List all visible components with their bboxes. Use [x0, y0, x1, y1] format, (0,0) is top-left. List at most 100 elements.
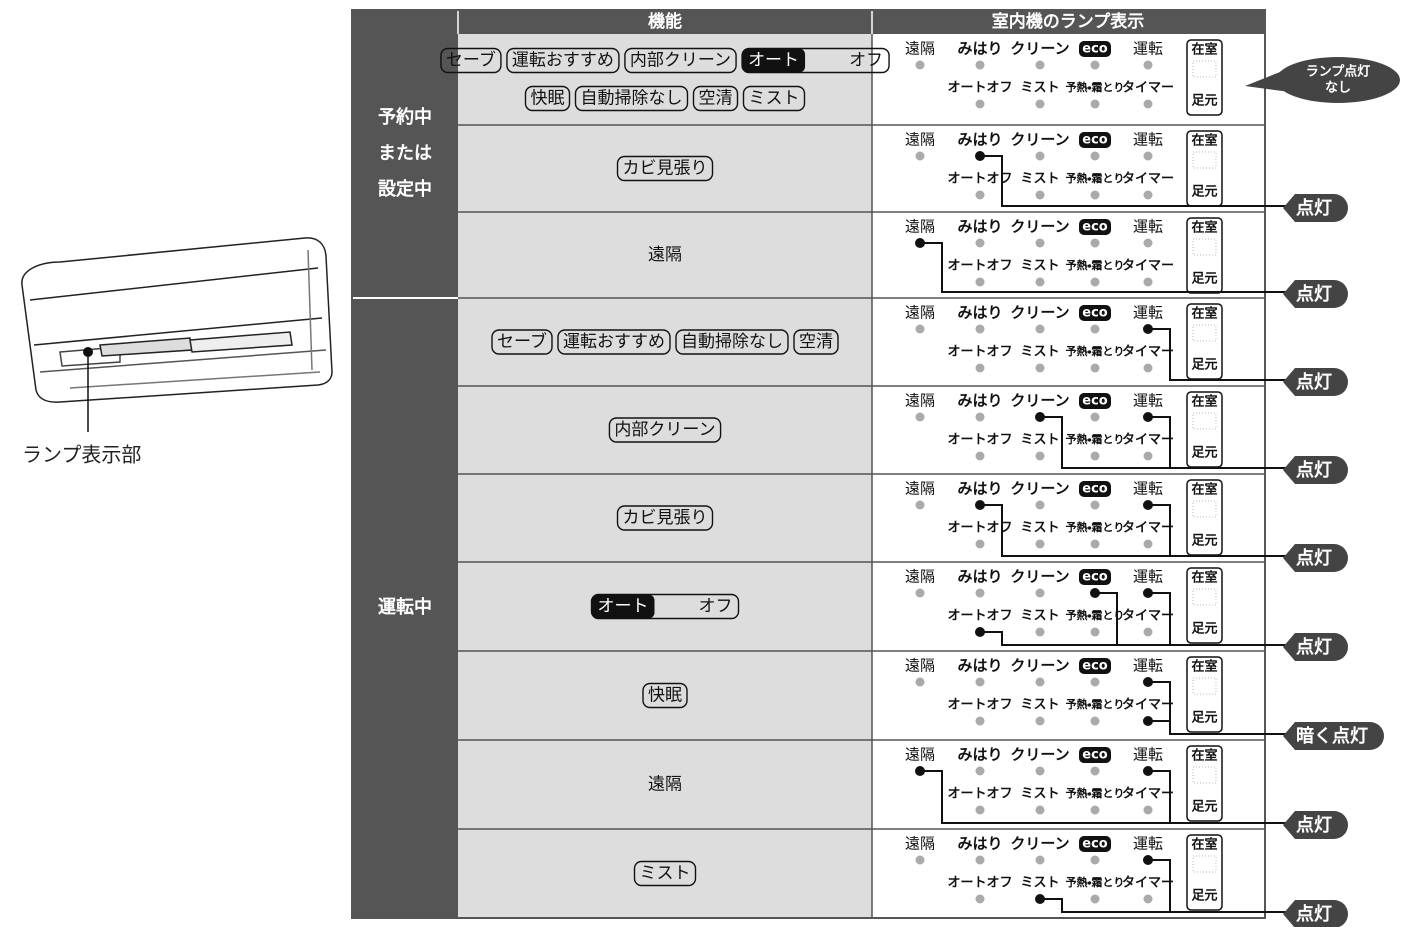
lamp-label: 遠隔 — [905, 480, 935, 498]
toggle-on-label: オート — [748, 51, 799, 71]
lit-lead-line — [920, 770, 1290, 824]
presence-box — [1186, 745, 1223, 822]
lamp-label: 遠隔 — [905, 40, 935, 58]
status-badge — [1283, 456, 1348, 484]
lamp-label: ミスト — [1020, 609, 1059, 624]
lamp-dot — [975, 363, 985, 373]
lamp-dot — [1035, 451, 1045, 461]
function-button — [524, 85, 571, 112]
function-button — [624, 47, 737, 74]
lamp-label: 予熱・霜とり — [1066, 520, 1125, 534]
function-button — [440, 47, 502, 74]
lamp-dot — [1090, 805, 1100, 815]
status-badge — [1283, 368, 1348, 396]
status-text: 点灯 — [1296, 459, 1332, 481]
presence-label: 在室 — [1191, 748, 1217, 764]
presence-grid — [1192, 324, 1217, 342]
presence-label: 在室 — [1191, 482, 1217, 498]
lit-lead-line — [1148, 504, 1290, 557]
status-text: なし — [1325, 81, 1351, 96]
lamp-dot-lit — [1143, 766, 1153, 776]
toggle-on — [591, 594, 655, 619]
status-text: 点灯 — [1296, 903, 1332, 925]
function-button-label: カビ見張り — [623, 508, 708, 528]
presence-label: 在室 — [1191, 659, 1217, 675]
lamp-label: 予熱・霜とり — [1066, 344, 1125, 358]
lamp-label: 運転 — [1133, 746, 1163, 764]
lamp-dot-lit — [975, 151, 985, 161]
lamp-dot — [1035, 60, 1045, 70]
function-button — [675, 329, 789, 355]
lit-lead-line — [980, 631, 1290, 646]
function-line: ミスト — [633, 860, 697, 887]
lamp-label: 予熱・霜とり — [1066, 171, 1125, 185]
presence-label: 足元 — [1191, 711, 1217, 726]
presence-label: 在室 — [1191, 394, 1217, 410]
lamp-label: 遠隔 — [905, 218, 935, 236]
lamp-dot — [1035, 190, 1045, 200]
lamp-label: 予熱・霜とり — [1066, 875, 1125, 889]
presence-label: 在室 — [1191, 570, 1217, 586]
presence-box — [1186, 834, 1223, 911]
function-line: 快眠 — [642, 682, 688, 709]
lamp-label: ミスト — [1020, 787, 1059, 802]
lamp-dot-lit — [1143, 677, 1153, 687]
lamp-label: 運転 — [1133, 131, 1163, 149]
status-text: 点灯 — [1296, 814, 1332, 836]
lamp-dot — [1143, 627, 1153, 637]
function-button — [633, 860, 697, 887]
eco-logo-bg — [1079, 393, 1111, 409]
lamp-label: オートオフ — [947, 433, 1012, 448]
lamp-dot — [1035, 539, 1045, 549]
status-callout: 点灯 — [1283, 368, 1348, 396]
lamp-dot — [975, 451, 985, 461]
lamp-label: eco — [1082, 482, 1108, 497]
lamp-dot — [1090, 500, 1100, 510]
function-cell: 快眠 — [642, 682, 688, 709]
status-badge — [1283, 544, 1348, 572]
lamp-label: タイマー — [1122, 787, 1174, 802]
function-line: 快眠 自動掃除なし 空清 ミスト — [524, 85, 806, 112]
function-button-label: ミスト — [640, 864, 691, 884]
lamp-dot — [1143, 60, 1153, 70]
presence-box — [1186, 39, 1223, 116]
lamp-label: 予熱・霜とり — [1066, 786, 1125, 800]
presence-label: 足元 — [1191, 889, 1217, 904]
lamp-dot — [915, 588, 925, 598]
function-line: オート オフ — [590, 593, 740, 620]
lamp-dot — [1035, 627, 1045, 637]
eco-logo-bg — [1079, 569, 1111, 585]
lamp-dot — [1143, 238, 1153, 248]
lamp-label: eco — [1082, 220, 1108, 235]
lamp-dot — [1035, 500, 1045, 510]
lamp-label: ミスト — [1020, 433, 1059, 448]
status-callout: 点灯 — [1283, 456, 1348, 484]
lamp-dot — [1143, 805, 1153, 815]
lamp-label: クリーン — [1010, 304, 1069, 322]
lamp-dot — [1090, 277, 1100, 287]
eco-logo-bg — [1079, 41, 1111, 57]
lamp-label: 遠隔 — [905, 746, 935, 764]
function-button — [616, 155, 714, 182]
lamp-dot-lit — [1143, 588, 1153, 598]
lit-lead-line — [1148, 416, 1290, 469]
lamp-label: 予熱・霜とり — [1066, 432, 1125, 446]
status-text: 点灯 — [1296, 636, 1332, 658]
presence-label: 足元 — [1191, 534, 1217, 549]
presence-grid — [1192, 412, 1217, 430]
lamp-label: タイマー — [1122, 259, 1174, 274]
function-button — [557, 329, 671, 355]
lamp-label: 遠隔 — [905, 835, 935, 853]
lamp-dot — [975, 894, 985, 904]
lamp-dot — [1143, 151, 1153, 161]
function-line: セーブ 運転おすすめ 自動掃除なし 空清 — [491, 329, 839, 355]
lamp-dot — [975, 677, 985, 687]
lamp-label: オートオフ — [947, 609, 1012, 624]
presence-grid — [1192, 855, 1217, 873]
lamp-label: 運転 — [1133, 304, 1163, 322]
lamp-dot — [975, 539, 985, 549]
lamp-label: クリーン — [1010, 746, 1069, 764]
